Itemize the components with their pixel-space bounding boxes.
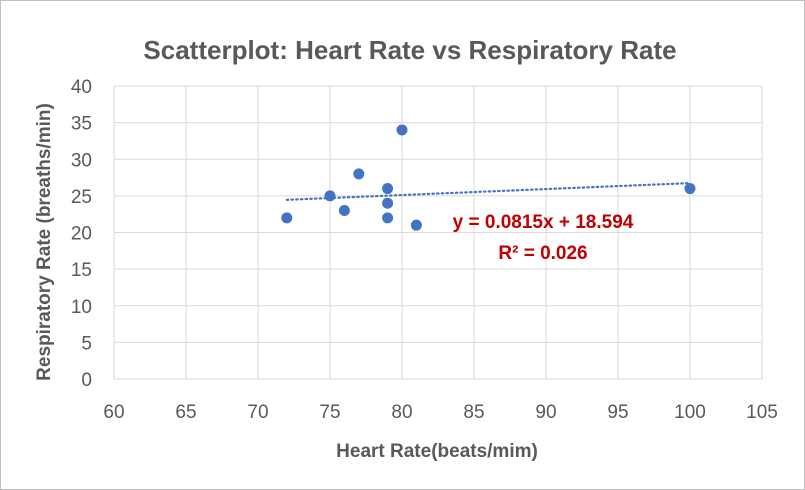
x-axis-label: Heart Rate(beats/mim) <box>336 441 538 462</box>
x-tick-label: 60 <box>103 402 124 423</box>
data-points <box>281 124 696 231</box>
x-tick-label: 75 <box>319 402 340 423</box>
trendline-group <box>285 182 692 201</box>
y-tick-label: 5 <box>81 333 92 354</box>
trendline-r-squared: R² = 0.026 <box>498 243 587 264</box>
data-point <box>410 219 422 231</box>
y-tick-label: 15 <box>71 260 92 281</box>
y-tick-label: 35 <box>71 114 92 135</box>
y-tick-label: 30 <box>71 150 92 171</box>
x-tick-label: 105 <box>746 402 778 423</box>
data-point <box>324 190 336 202</box>
data-point <box>396 124 408 136</box>
gridlines <box>113 85 763 380</box>
x-tick-label: 100 <box>674 402 706 423</box>
data-point <box>684 183 696 195</box>
x-tick-label: 80 <box>391 402 412 423</box>
x-tick-label: 90 <box>535 402 556 423</box>
trendline <box>285 182 692 201</box>
data-point <box>382 212 394 224</box>
x-tick-label: 65 <box>175 402 196 423</box>
data-point <box>382 183 394 195</box>
y-tick-label: 0 <box>81 370 92 391</box>
x-tick-label: 70 <box>247 402 268 423</box>
y-tick-label: 20 <box>71 224 92 245</box>
x-tick-label: 85 <box>463 402 484 423</box>
data-point <box>281 212 293 224</box>
data-point <box>382 197 394 209</box>
data-point <box>353 168 365 180</box>
y-axis-label: Respiratory Rate (breaths/min) <box>34 103 55 381</box>
data-point <box>338 205 350 217</box>
y-tick-label: 25 <box>71 187 92 208</box>
y-tick-label: 40 <box>71 77 92 98</box>
chart-title: Scatterplot: Heart Rate vs Respiratory R… <box>143 35 676 65</box>
y-tick-labels: 0 5 10 15 20 25 30 35 40 <box>71 77 92 391</box>
x-tick-labels: 60 65 70 75 80 85 90 95 100 105 <box>103 402 777 423</box>
trendline-equation: y = 0.0815x + 18.594 <box>453 212 634 233</box>
y-tick-label: 10 <box>71 297 92 318</box>
x-tick-label: 95 <box>607 402 628 423</box>
